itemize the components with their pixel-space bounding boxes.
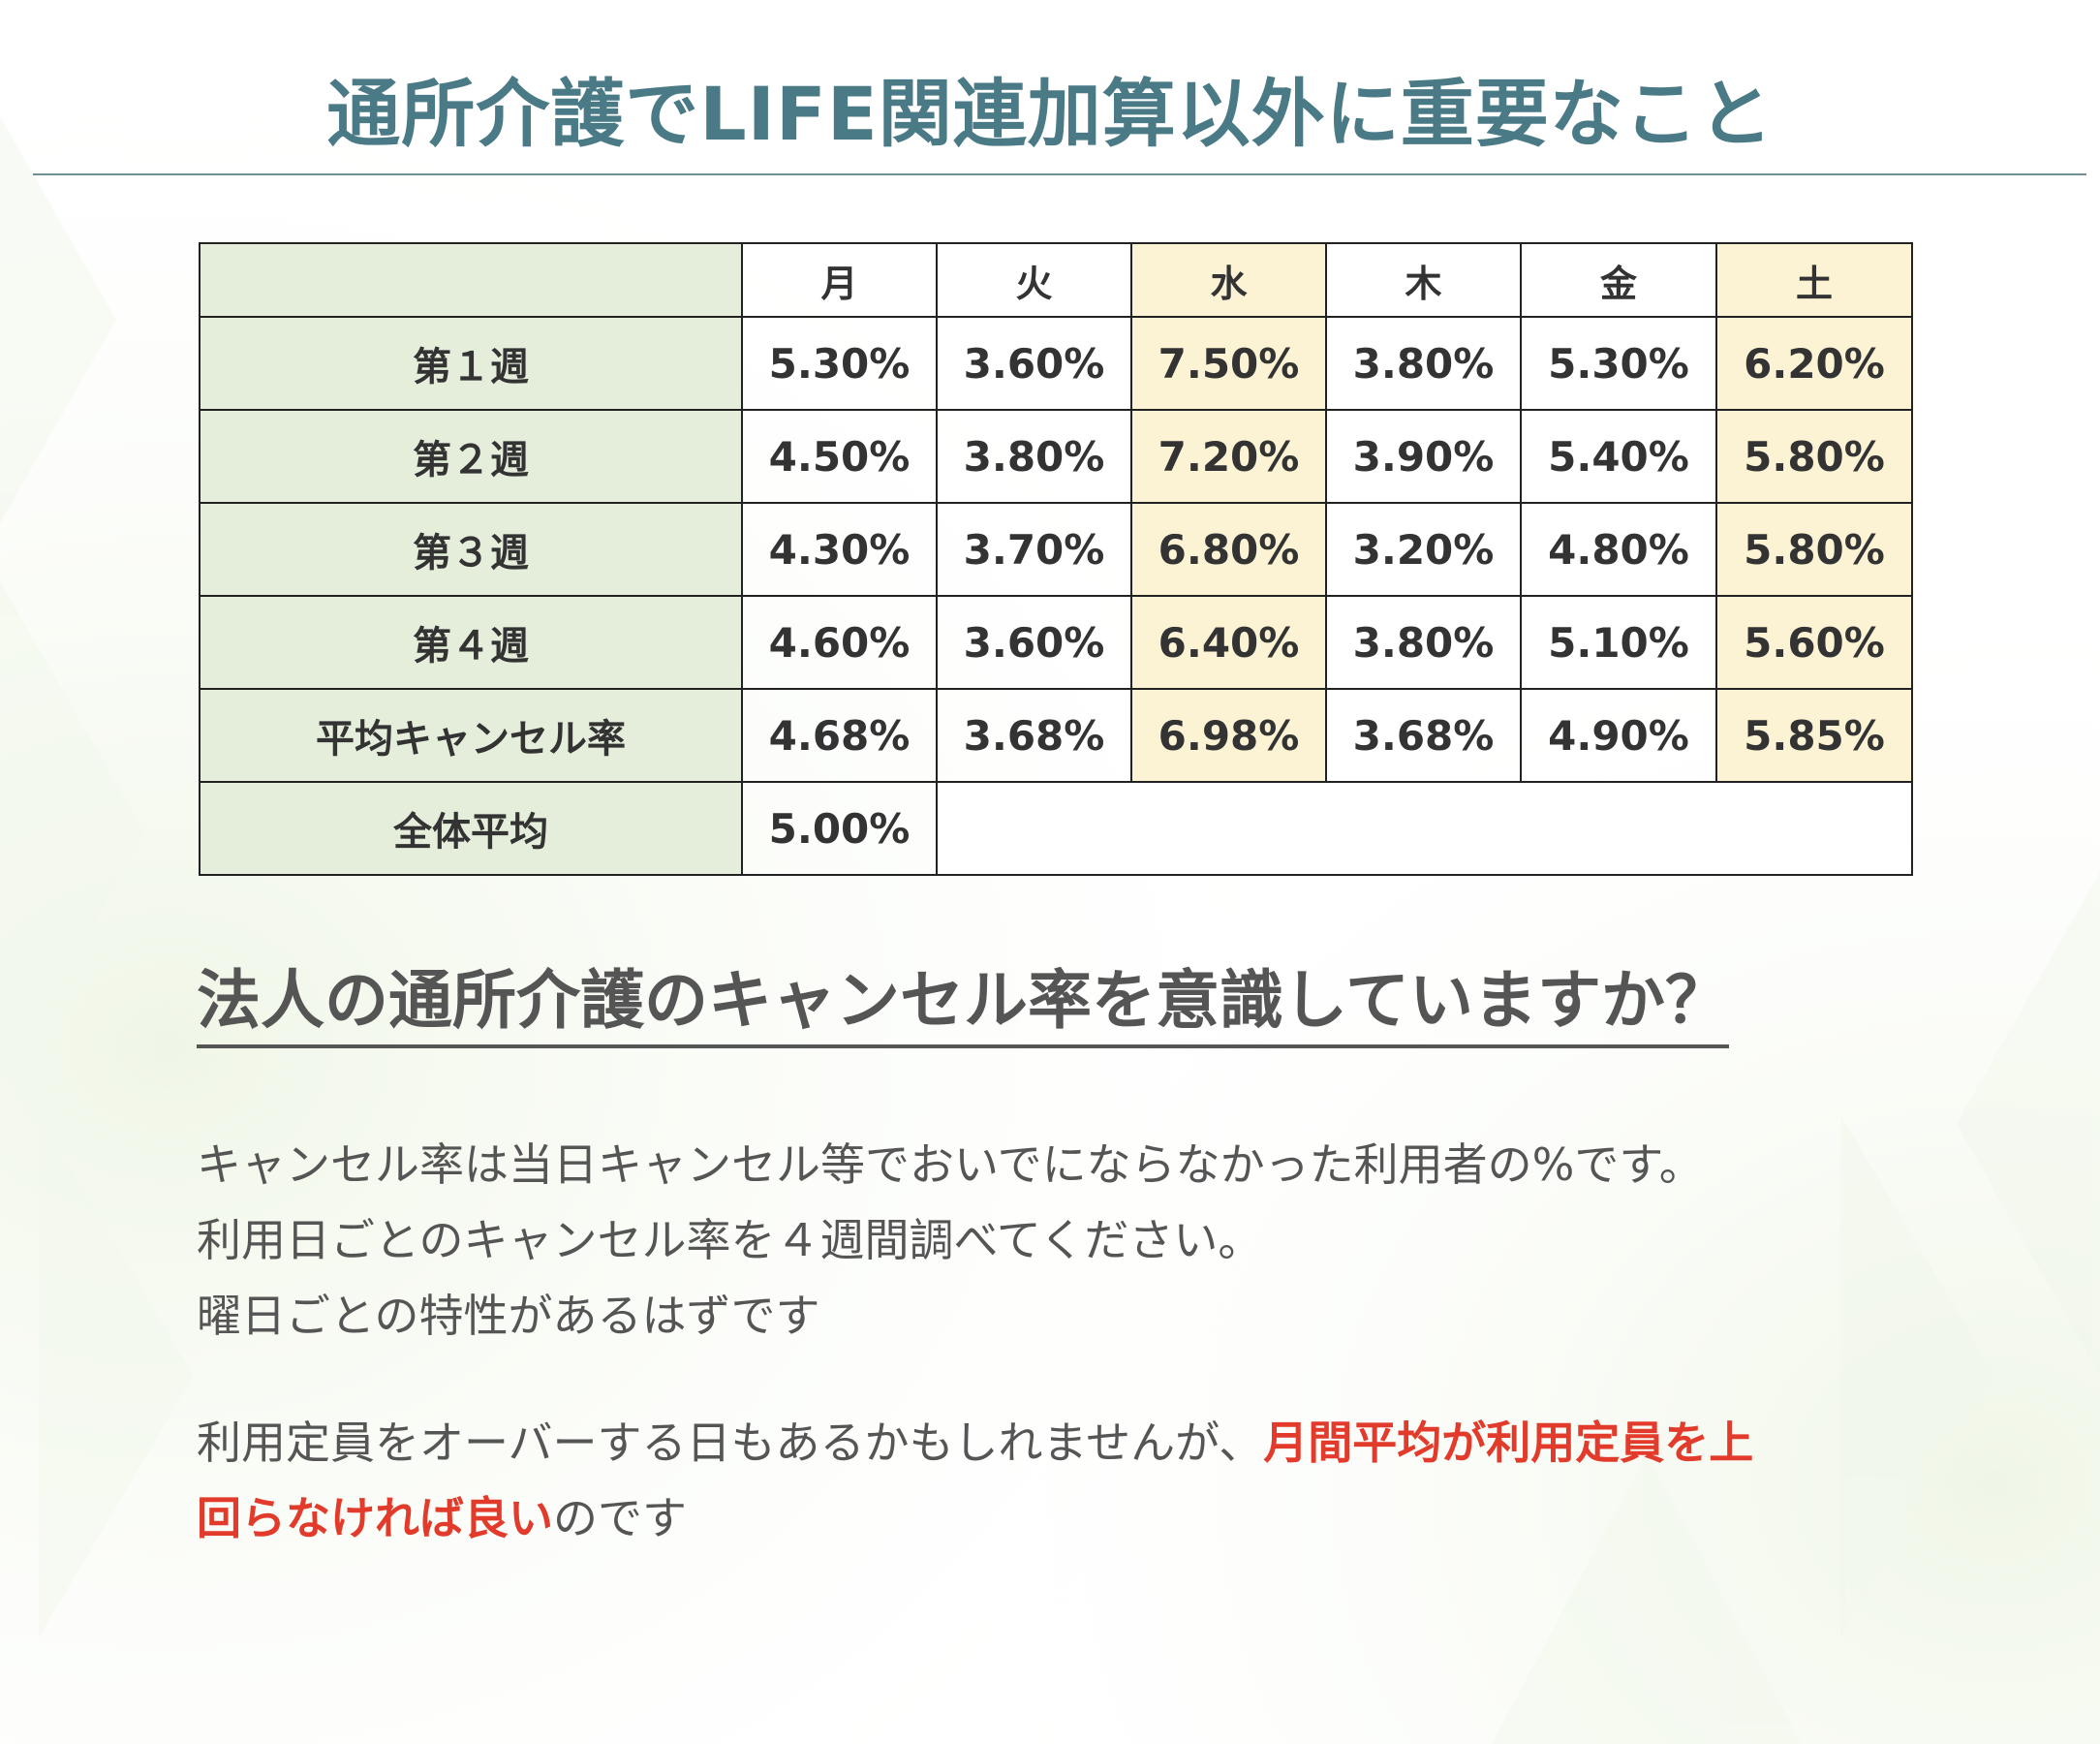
table-row-overall: 全体平均 5.00%	[199, 781, 1913, 876]
page-title: 通所介護でLIFE関連加算以外に重要なこと	[326, 71, 1774, 157]
rate-cell: 5.80%	[1715, 502, 1913, 597]
title-divider	[33, 173, 2086, 175]
text-line: キャンセル率は当日キャンセル等でおいでにならなかった利用者の%です。	[197, 1138, 1704, 1191]
rate-cell: 5.30%	[1520, 316, 1717, 411]
rate-cell: 3.68%	[936, 688, 1132, 783]
rate-cell: 7.20%	[1130, 409, 1327, 504]
rate-cell: 4.80%	[1520, 502, 1717, 597]
day-header: 水	[1130, 242, 1327, 318]
day-header: 土	[1715, 242, 1913, 318]
empty-cell	[936, 781, 1913, 876]
rate-cell: 4.60%	[741, 595, 938, 690]
day-header: 木	[1325, 242, 1522, 318]
rate-cell: 6.98%	[1130, 688, 1327, 783]
rate-cell: 5.40%	[1520, 409, 1717, 504]
table-row: 第２週 4.50% 3.80% 7.20% 3.90% 5.40% 5.80%	[199, 409, 1913, 504]
rate-cell: 7.50%	[1130, 316, 1327, 411]
text-line: 曜日ごとの特性があるはずです	[197, 1290, 820, 1342]
rate-cell: 3.60%	[936, 316, 1132, 411]
corner-cell	[199, 242, 743, 318]
paragraph-explanation: キャンセル率は当日キャンセル等でおいでにならなかった利用者の%です。 利用日ごと…	[197, 1127, 1940, 1354]
rate-cell: 4.90%	[1520, 688, 1717, 783]
rate-cell: 3.90%	[1325, 409, 1522, 504]
rate-cell: 3.80%	[1325, 595, 1522, 690]
row-label: 第２週	[199, 409, 743, 504]
rate-cell: 5.60%	[1715, 595, 1913, 690]
rate-cell: 5.30%	[741, 316, 938, 411]
text-normal: 利用定員をオーバーする日もあるかもしれませんが、	[197, 1417, 1264, 1469]
text-line: 回らなければ良いのです	[197, 1480, 1940, 1556]
table-row: 第４週 4.60% 3.60% 6.40% 3.80% 5.10% 5.60%	[199, 595, 1913, 690]
rate-cell: 5.80%	[1715, 409, 1913, 504]
rate-cell: 3.80%	[936, 409, 1132, 504]
day-header: 金	[1520, 242, 1717, 318]
rate-cell: 6.80%	[1130, 502, 1327, 597]
rate-cell: 6.20%	[1715, 316, 1913, 411]
rate-cell: 3.68%	[1325, 688, 1522, 783]
table-row: 第３週 4.30% 3.70% 6.80% 3.20% 4.80% 5.80%	[199, 502, 1913, 597]
paragraph-conclusion: 利用定員をオーバーする日もあるかもしれませんが、月間平均が利用定員を上 回らなけ…	[197, 1405, 1940, 1556]
text-line: 利用定員をオーバーする日もあるかもしれませんが、月間平均が利用定員を上	[197, 1405, 1940, 1480]
table-row: 第１週 5.30% 3.60% 7.50% 3.80% 5.30% 6.20%	[199, 316, 1913, 411]
row-label: 第１週	[199, 316, 743, 411]
day-header: 月	[741, 242, 938, 318]
rate-cell: 5.85%	[1715, 688, 1913, 783]
rate-cell: 3.60%	[936, 595, 1132, 690]
text-emphasis: 月間平均が利用定員を上	[1263, 1417, 1754, 1469]
rate-cell: 4.50%	[741, 409, 938, 504]
text-normal: のです	[553, 1492, 687, 1544]
overall-average-cell: 5.00%	[741, 781, 938, 876]
table-row-average: 平均キャンセル率 4.68% 3.68% 6.98% 3.68% 4.90% 5…	[199, 688, 1913, 783]
rate-cell: 5.10%	[1520, 595, 1717, 690]
rate-cell: 3.80%	[1325, 316, 1522, 411]
cancel-rate-table: 月 火 水 木 金 土 第１週 5.30% 3.60% 7.50% 3.80% …	[199, 242, 1913, 876]
row-label: 全体平均	[199, 781, 743, 876]
text-line: 利用日ごとのキャンセル率を４週間調べてください。	[197, 1214, 1263, 1266]
rate-cell: 3.70%	[936, 502, 1132, 597]
text-emphasis: 回らなければ良い	[197, 1492, 553, 1544]
rate-cell: 4.30%	[741, 502, 938, 597]
rate-cell: 6.40%	[1130, 595, 1327, 690]
day-header: 火	[936, 242, 1132, 318]
row-label: 平均キャンセル率	[199, 688, 743, 783]
rate-cell: 3.20%	[1325, 502, 1522, 597]
row-label: 第４週	[199, 595, 743, 690]
rate-cell: 4.68%	[741, 688, 938, 783]
row-label: 第３週	[199, 502, 743, 597]
table-header-row: 月 火 水 木 金 土	[199, 242, 1913, 318]
section-heading: 法人の通所介護のキャンセル率を意識していますか？	[197, 957, 1730, 1048]
